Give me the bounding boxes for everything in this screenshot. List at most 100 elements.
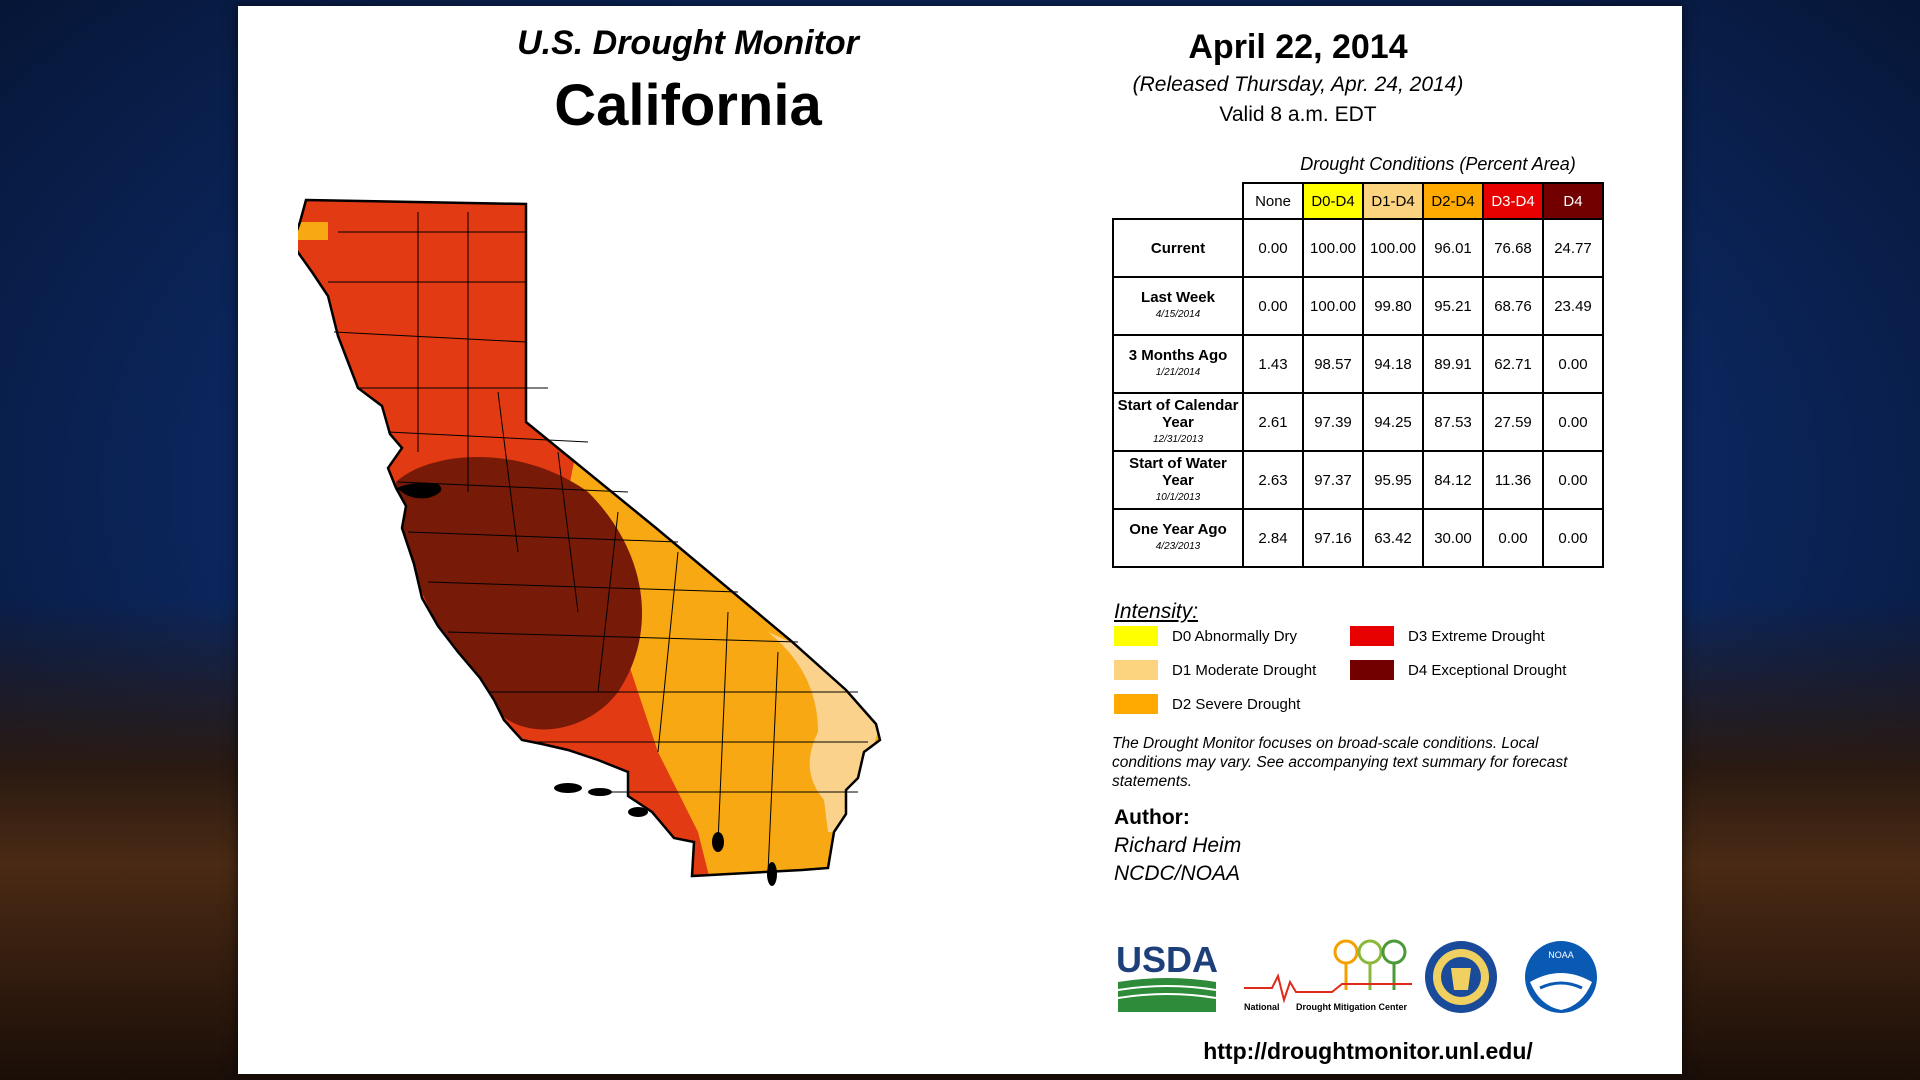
col-d0-d4: D0-D4 — [1302, 182, 1364, 220]
noaa-logo-icon: NOAA — [1525, 941, 1597, 1013]
table-row: One Year Ago 4/23/2013 2.84 97.16 63.42 3… — [1112, 508, 1604, 568]
legend-swatch — [1350, 660, 1394, 680]
county-lines — [328, 212, 868, 873]
table-cell: 27.59 — [1482, 392, 1544, 452]
table-cell: 30.00 — [1422, 508, 1484, 568]
usda-logo: USDA — [1116, 939, 1218, 1012]
legend-swatch — [1114, 626, 1158, 646]
table-cell: 95.21 — [1422, 276, 1484, 336]
row-date: 12/31/2013 — [1152, 433, 1204, 445]
table-cell: 0.00 — [1242, 276, 1304, 336]
row-date: 4/15/2014 — [1155, 309, 1201, 320]
table-row: 3 Months Ago 1/21/2014 1.43 98.57 94.18 8… — [1112, 334, 1604, 394]
table-row: Start of Calendar Year 12/31/2013 2.61 97… — [1112, 392, 1604, 452]
row-date: 10/1/2013 — [1155, 491, 1201, 503]
row-label-text: Last Week — [1141, 289, 1215, 306]
table-cell: 62.71 — [1482, 334, 1544, 394]
legend-item-d4: D4 Exceptional Drought — [1350, 660, 1566, 680]
california-drought-map — [298, 198, 882, 886]
col-d1-d4: D1-D4 — [1362, 182, 1424, 220]
channel-island — [588, 788, 612, 796]
table-cell: 96.01 — [1422, 218, 1484, 278]
col-d4: D4 — [1542, 182, 1604, 220]
legend-swatch — [1114, 694, 1158, 714]
legend-label: D4 Exceptional Drought — [1408, 661, 1567, 679]
table-cell: 97.16 — [1302, 508, 1364, 568]
legend-label: D1 Moderate Drought — [1172, 661, 1317, 679]
table-cell: 76.68 — [1482, 218, 1544, 278]
table-caption: Drought Conditions (Percent Area) — [1300, 154, 1576, 174]
drought-conditions-table: None D0-D4 D1-D4 D2-D4 D3-D4 D4 Current … — [1112, 182, 1604, 568]
col-none: None — [1242, 182, 1304, 220]
legend-item-d0: D0 Abnormally Dry — [1114, 626, 1297, 646]
legend-title: Intensity: — [1114, 600, 1199, 623]
row-label-text: Current — [1150, 239, 1206, 257]
table-cell: 94.25 — [1362, 392, 1424, 452]
row-label: Start of Water Year 10/1/2013 — [1112, 450, 1244, 510]
map-date: April 22, 2014 — [1188, 28, 1408, 66]
state-outline — [298, 198, 882, 878]
noaa-logo-text: NOAA — [1548, 950, 1574, 960]
ndmc-logo-line1: National — [1244, 1002, 1280, 1012]
website-url[interactable]: http://droughtmonitor.unl.edu/ — [1203, 1038, 1533, 1064]
release-date: (Released Thursday, Apr. 24, 2014) — [1132, 73, 1464, 96]
disclaimer-note: The Drought Monitor focuses on broad-sca… — [1112, 735, 1568, 790]
table-header-row: None D0-D4 D1-D4 D2-D4 D3-D4 D4 — [1113, 182, 1604, 220]
row-label-text: Start of Water Year — [1129, 454, 1227, 489]
row-label: Start of Calendar Year 12/31/2013 — [1112, 392, 1244, 452]
table-cell: 0.00 — [1542, 508, 1604, 568]
table-cell: 89.91 — [1422, 334, 1484, 394]
table-row: Last Week 4/15/2014 0.00 100.00 99.80 95.… — [1112, 276, 1604, 336]
table-cell: 68.76 — [1482, 276, 1544, 336]
table-cell: 0.00 — [1242, 218, 1304, 278]
channel-island — [554, 783, 582, 793]
author-org: NCDC/NOAA — [1114, 862, 1241, 885]
legend-item-d1: D1 Moderate Drought — [1114, 660, 1316, 680]
author-label: Author: — [1114, 806, 1190, 829]
legend-item-d3: D3 Extreme Drought — [1350, 626, 1545, 646]
table-cell: 87.53 — [1422, 392, 1484, 452]
ndmc-logo: National Drought Mitigation Center — [1244, 939, 1412, 1012]
col-d2-d4: D2-D4 — [1422, 182, 1484, 220]
commerce-seal-icon — [1425, 941, 1497, 1013]
table-cell: 100.00 — [1362, 218, 1424, 278]
channel-island — [767, 862, 777, 886]
usda-logo-text: USDA — [1116, 939, 1218, 980]
ndmc-logo-line2: Drought Mitigation Center — [1296, 1002, 1407, 1012]
table-cell: 94.18 — [1362, 334, 1424, 394]
table-cell: 2.84 — [1242, 508, 1304, 568]
channel-island — [712, 832, 724, 852]
tree-icons — [1333, 939, 1407, 990]
legend-label: D3 Extreme Drought — [1408, 627, 1545, 645]
table-cell: 0.00 — [1542, 334, 1604, 394]
table-cell: 2.61 — [1242, 392, 1304, 452]
table-cell: 0.00 — [1542, 392, 1604, 452]
state-title: California — [554, 73, 822, 138]
row-date: 1/21/2014 — [1155, 367, 1201, 378]
table-row: Start of Water Year 10/1/2013 2.63 97.37 … — [1112, 450, 1604, 510]
d4-region — [395, 457, 642, 730]
row-label: 3 Months Ago 1/21/2014 — [1112, 334, 1244, 394]
row-label-text: Start of Calendar Year — [1117, 396, 1239, 431]
bay-water — [396, 482, 442, 499]
row-date: 4/23/2013 — [1155, 541, 1201, 552]
date-block: April 22, 2014 (Released Thursday, Apr. … — [1118, 28, 1478, 127]
valid-time: Valid 8 a.m. EDT — [1219, 103, 1377, 126]
table-cell: 97.39 — [1302, 392, 1364, 452]
col-d3-d4: D3-D4 — [1482, 182, 1544, 220]
table-cell: 100.00 — [1302, 276, 1364, 336]
d2-region-north-coast — [298, 222, 328, 240]
channel-island — [628, 807, 648, 817]
legend-swatch — [1114, 660, 1158, 680]
table-cell: 23.49 — [1542, 276, 1604, 336]
table-cell: 63.42 — [1362, 508, 1424, 568]
legend-item-d2: D2 Severe Drought — [1114, 694, 1300, 714]
table-corner — [1113, 183, 1243, 219]
legend-label: D0 Abnormally Dry — [1172, 627, 1298, 645]
table-cell: 100.00 — [1302, 218, 1364, 278]
table-cell: 24.77 — [1542, 218, 1604, 278]
table-cell: 95.95 — [1362, 450, 1424, 510]
table-row: Current 0.00 100.00 100.00 96.01 76.68 2… — [1112, 218, 1604, 278]
d2-region — [568, 442, 880, 876]
row-label-text: 3 Months Ago — [1128, 347, 1228, 364]
